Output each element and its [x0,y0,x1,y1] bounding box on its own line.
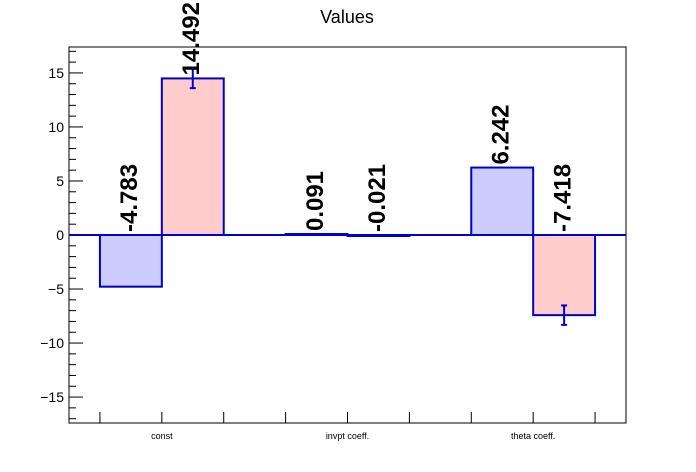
y-axis: −15 −10 −5 0 5 10 15 [40,50,83,420]
bar [160,77,225,236]
bar [470,166,535,236]
x-tick-label: invpt coeff. [326,431,369,441]
bar [532,234,597,317]
bars-layer [98,77,597,317]
chart-title: Values [320,7,374,27]
y-tick-label: 10 [48,119,64,135]
y-tick-label: −10 [40,335,64,351]
y-tick-label: 0 [56,227,64,243]
bar-value-label: 0.091 [302,171,329,231]
value-labels-layer: -4.783 0.091 6.242 14.492 -0.021 -7.418 [116,2,576,232]
y-tick-label: 15 [48,65,64,81]
bar-value-label: -4.783 [116,164,143,232]
y-tick-label: 5 [56,173,64,189]
y-tick-label: −15 [40,389,64,405]
bar-value-label: 6.242 [488,104,515,164]
x-tick-label: const [151,431,173,441]
bar [98,234,163,288]
y-tick-label: −5 [48,281,64,297]
x-axis: const invpt coeff. theta coeff. [99,412,596,441]
error-bars-layer [189,67,568,326]
bar-value-label: -0.021 [364,164,391,232]
bar-value-label: -7.418 [549,164,576,232]
x-tick-label: theta coeff. [511,431,555,441]
bar-value-label: 14.492 [178,2,205,75]
